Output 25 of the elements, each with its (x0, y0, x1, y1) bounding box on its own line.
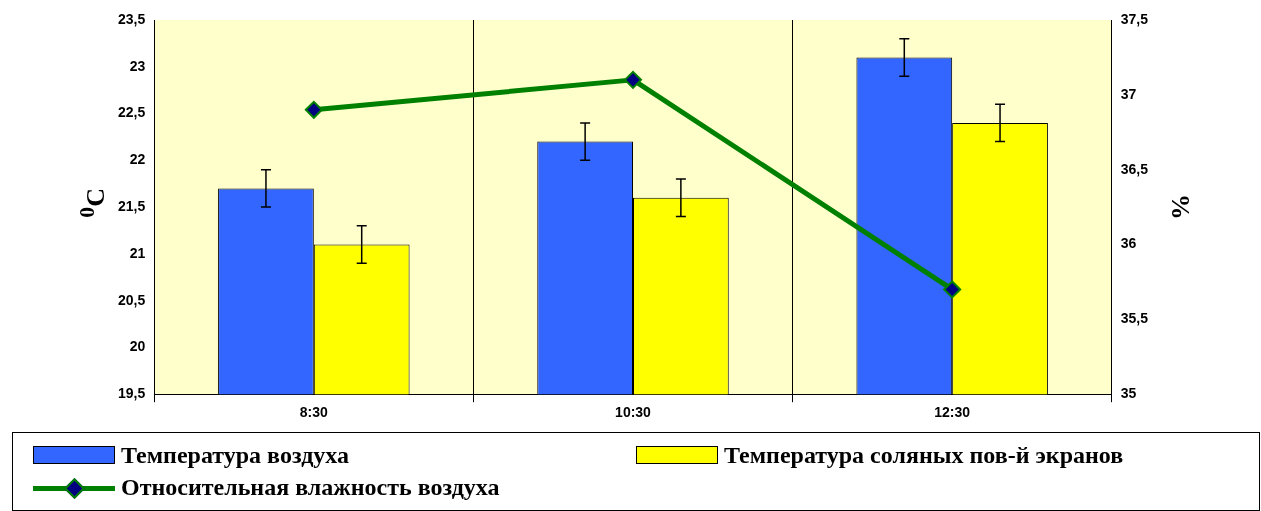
y-tick-label: 22 (129, 151, 146, 168)
y-tick-label: 22,5 (118, 104, 146, 121)
y-tick-label: 20 (129, 338, 146, 355)
x-tick-label: 10:30 (615, 404, 652, 421)
y2-tick-label: 36,5 (1120, 160, 1149, 177)
y-tick-label: 20,5 (118, 291, 146, 308)
y2-tick-label: 35,5 (1120, 310, 1149, 327)
y2-tick-label: 37 (1120, 85, 1137, 102)
y-tick-label: 21 (129, 244, 146, 261)
y2-tick-label: 35 (1120, 385, 1137, 402)
x-tick-label: 8:30 (299, 404, 329, 421)
x-tick-label: 12:30 (934, 404, 971, 421)
point (943, 280, 962, 299)
y-tick-label: 19,5 (118, 385, 146, 402)
legend-label: Относительная влажность воздуха (121, 474, 500, 502)
y2-axis-title: % (1166, 194, 1196, 220)
y-tick-label: 23,5 (118, 10, 146, 27)
y2-tick-label: 37,5 (1120, 10, 1149, 27)
y2-tick-label: 36 (1120, 235, 1137, 252)
y-tick-label: 21,5 (118, 197, 146, 214)
point (304, 100, 323, 119)
legend-label: Температура воздуха (121, 441, 349, 469)
y-tick-label: 23 (129, 57, 146, 74)
point (624, 70, 642, 89)
legend-label: Температура соляных пов-й экранов (724, 441, 1124, 469)
